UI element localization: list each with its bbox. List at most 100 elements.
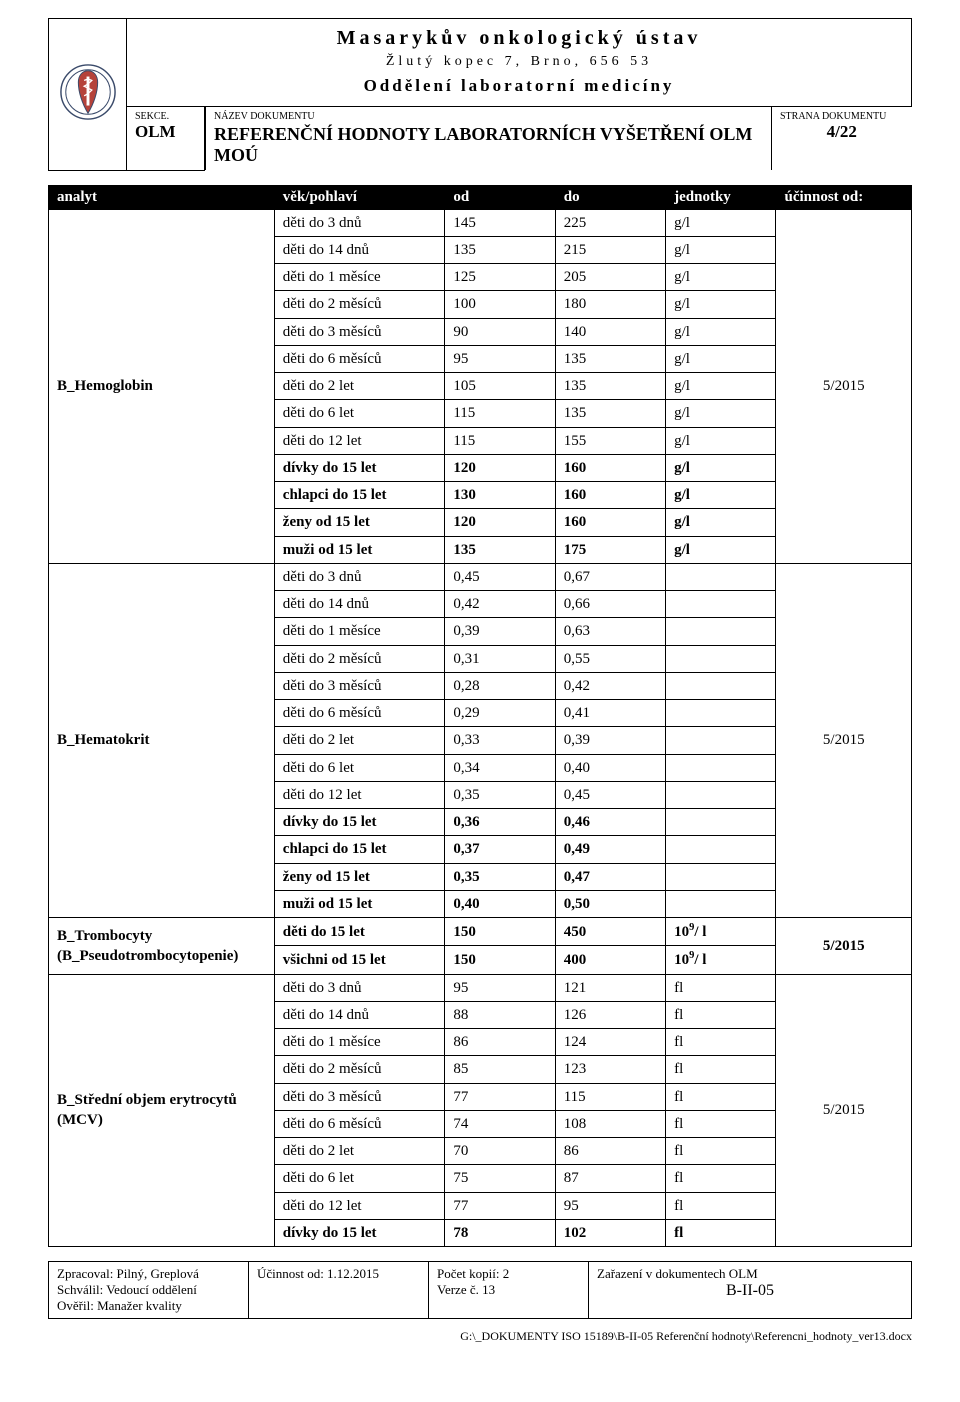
age-cell: dívky do 15 let: [274, 809, 445, 836]
footer-overil: Ověřil: Manažer kvality: [57, 1298, 240, 1314]
table-row: B_Hematokritděti do 3 dnů0,450,675/2015: [49, 563, 912, 590]
age-cell: děti do 6 let: [274, 400, 445, 427]
od-cell: 105: [445, 373, 555, 400]
effective-cell: 5/2015: [776, 918, 912, 975]
od-cell: 0,45: [445, 563, 555, 590]
table-body: B_Hemoglobinděti do 3 dnů145225g/l5/2015…: [49, 209, 912, 1247]
od-cell: 125: [445, 264, 555, 291]
do-cell: 175: [555, 536, 665, 563]
od-cell: 0,36: [445, 809, 555, 836]
footer-copies-count: Počet kopií: 2: [437, 1266, 580, 1282]
age-cell: děti do 14 dnů: [274, 1001, 445, 1028]
od-cell: 0,29: [445, 700, 555, 727]
sekce-cell: SEKCE. OLM: [127, 107, 205, 171]
footer-classification: Zařazení v dokumentech OLM B-II-05: [589, 1262, 912, 1319]
od-cell: 0,35: [445, 863, 555, 890]
age-cell: ženy od 15 let: [274, 863, 445, 890]
unit-cell: g/l: [666, 373, 776, 400]
table-row: B_Střední objem erytrocytů (MCV)děti do …: [49, 974, 912, 1001]
do-cell: 155: [555, 427, 665, 454]
reference-values-table: analyt věk/pohlaví od do jednotky účinno…: [48, 185, 912, 1248]
age-cell: děti do 2 měsíců: [274, 645, 445, 672]
od-cell: 95: [445, 345, 555, 372]
age-cell: děti do 6 měsíců: [274, 1110, 445, 1137]
od-cell: 0,35: [445, 781, 555, 808]
unit-cell: g/l: [666, 509, 776, 536]
od-cell: 0,31: [445, 645, 555, 672]
age-cell: ženy od 15 let: [274, 509, 445, 536]
header-title-cell: Masarykův onkologický ústav Žlutý kopec …: [127, 19, 912, 107]
unit-cell: [666, 645, 776, 672]
age-cell: děti do 12 let: [274, 427, 445, 454]
unit-cell: [666, 781, 776, 808]
od-cell: 90: [445, 318, 555, 345]
do-cell: 205: [555, 264, 665, 291]
unit-cell: [666, 591, 776, 618]
age-cell: děti do 1 měsíce: [274, 264, 445, 291]
od-cell: 0,37: [445, 836, 555, 863]
do-cell: 160: [555, 454, 665, 481]
unit-cell: g/l: [666, 454, 776, 481]
od-cell: 70: [445, 1138, 555, 1165]
do-cell: 0,49: [555, 836, 665, 863]
do-cell: 160: [555, 509, 665, 536]
do-cell: 0,50: [555, 890, 665, 917]
unit-cell: g/l: [666, 345, 776, 372]
doc-label: NÁZEV DOKUMENTU: [214, 111, 763, 122]
unit-cell: fl: [666, 974, 776, 1001]
od-cell: 120: [445, 454, 555, 481]
do-cell: 400: [555, 946, 665, 974]
od-cell: 0,28: [445, 672, 555, 699]
od-cell: 115: [445, 400, 555, 427]
od-cell: 0,39: [445, 618, 555, 645]
do-cell: 180: [555, 291, 665, 318]
sekce-label: SEKCE.: [135, 111, 196, 122]
institute-logo-icon: [59, 63, 117, 121]
age-cell: dívky do 15 let: [274, 1219, 445, 1246]
age-cell: děti do 2 let: [274, 373, 445, 400]
age-cell: dívky do 15 let: [274, 454, 445, 481]
unit-cell: fl: [666, 1029, 776, 1056]
age-cell: děti do 2 let: [274, 727, 445, 754]
col-unit: jednotky: [666, 185, 776, 209]
analyte-cell: B_Hemoglobin: [49, 209, 275, 563]
do-cell: 0,42: [555, 672, 665, 699]
unit-cell: [666, 863, 776, 890]
unit-cell: fl: [666, 1219, 776, 1246]
od-cell: 0,34: [445, 754, 555, 781]
do-cell: 87: [555, 1165, 665, 1192]
od-cell: 95: [445, 974, 555, 1001]
age-cell: děti do 12 let: [274, 781, 445, 808]
age-cell: děti do 15 let: [274, 918, 445, 946]
table-header-row: analyt věk/pohlaví od do jednotky účinno…: [49, 185, 912, 209]
footer-class-label: Zařazení v dokumentech OLM: [597, 1266, 903, 1282]
od-cell: 150: [445, 918, 555, 946]
do-cell: 95: [555, 1192, 665, 1219]
page-number-cell: STRANA DOKUMENTU 4/22: [772, 107, 912, 170]
age-cell: děti do 1 měsíce: [274, 1029, 445, 1056]
do-cell: 215: [555, 236, 665, 263]
od-cell: 0,33: [445, 727, 555, 754]
footer-authors: Zpracoval: Pilný, Greplová Schválil: Ved…: [49, 1262, 249, 1319]
unit-cell: fl: [666, 1165, 776, 1192]
doc-title: REFERENČNÍ HODNOTY LABORATORNÍCH VYŠETŘE…: [214, 124, 763, 166]
do-cell: 140: [555, 318, 665, 345]
unit-cell: fl: [666, 1192, 776, 1219]
age-cell: děti do 3 dnů: [274, 974, 445, 1001]
do-cell: 0,55: [555, 645, 665, 672]
unit-cell: 109/ l: [666, 918, 776, 946]
do-cell: 108: [555, 1110, 665, 1137]
od-cell: 145: [445, 209, 555, 236]
od-cell: 135: [445, 236, 555, 263]
age-cell: děti do 6 let: [274, 1165, 445, 1192]
unit-cell: 109/ l: [666, 946, 776, 974]
age-cell: děti do 6 let: [274, 754, 445, 781]
do-cell: 123: [555, 1056, 665, 1083]
document-header: Masarykův onkologický ústav Žlutý kopec …: [48, 18, 912, 171]
age-cell: děti do 12 let: [274, 1192, 445, 1219]
age-cell: děti do 2 měsíců: [274, 291, 445, 318]
effective-cell: 5/2015: [776, 974, 912, 1247]
doc-title-cell: NÁZEV DOKUMENTU REFERENČNÍ HODNOTY LABOR…: [206, 107, 772, 170]
do-cell: 126: [555, 1001, 665, 1028]
unit-cell: [666, 727, 776, 754]
